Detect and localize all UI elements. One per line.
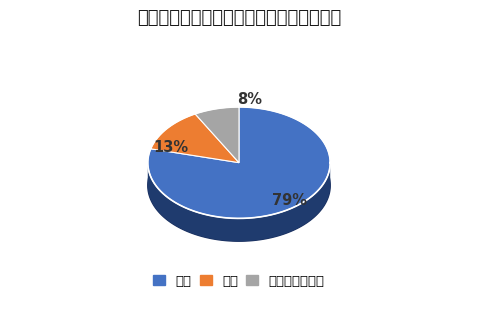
Legend: 満足, 不満, どちらでもない: 満足, 不満, どちらでもない (148, 269, 330, 293)
Polygon shape (148, 163, 330, 241)
Text: 8%: 8% (237, 92, 261, 107)
Polygon shape (148, 107, 330, 218)
Polygon shape (148, 130, 330, 241)
Polygon shape (151, 114, 239, 163)
Text: 13%: 13% (153, 140, 188, 155)
Text: カローラフィールダーの燃費の満足度調査: カローラフィールダーの燃費の満足度調査 (137, 9, 341, 27)
Text: 79%: 79% (272, 193, 307, 208)
Polygon shape (195, 107, 239, 163)
